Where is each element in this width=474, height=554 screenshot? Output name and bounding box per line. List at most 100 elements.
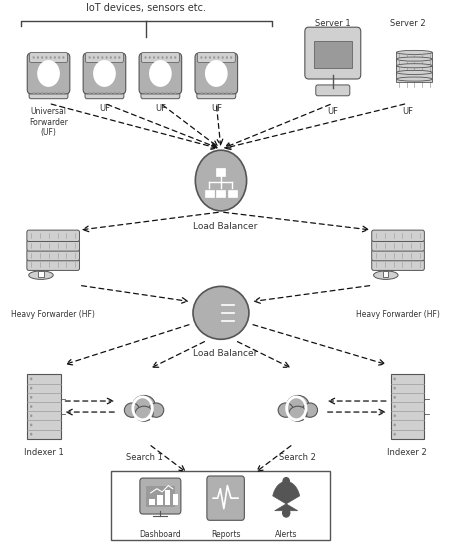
Circle shape: [166, 56, 168, 59]
FancyBboxPatch shape: [305, 27, 361, 79]
FancyBboxPatch shape: [38, 271, 44, 277]
Circle shape: [93, 92, 95, 94]
Circle shape: [166, 92, 168, 94]
Circle shape: [393, 396, 396, 399]
Circle shape: [209, 56, 211, 59]
Circle shape: [174, 92, 176, 94]
Circle shape: [157, 56, 159, 59]
Circle shape: [230, 56, 232, 59]
Ellipse shape: [302, 403, 318, 417]
Circle shape: [393, 405, 396, 408]
Ellipse shape: [133, 396, 155, 414]
FancyBboxPatch shape: [207, 476, 245, 520]
Ellipse shape: [287, 396, 309, 414]
Circle shape: [393, 414, 396, 417]
Text: Heavy Forwarder (HF): Heavy Forwarder (HF): [356, 310, 440, 319]
Circle shape: [46, 56, 47, 59]
Text: Server 1: Server 1: [315, 19, 351, 28]
Circle shape: [393, 377, 396, 381]
Bar: [27, 375, 61, 439]
Circle shape: [54, 92, 56, 94]
Ellipse shape: [289, 406, 307, 421]
Text: UF: UF: [99, 105, 110, 114]
FancyBboxPatch shape: [141, 88, 180, 99]
Text: UF: UF: [211, 105, 222, 114]
Bar: [157, 495, 163, 505]
Circle shape: [149, 56, 151, 59]
Circle shape: [41, 56, 43, 59]
Circle shape: [97, 56, 99, 59]
Circle shape: [50, 92, 52, 94]
FancyBboxPatch shape: [27, 259, 80, 270]
Circle shape: [218, 92, 219, 94]
Circle shape: [145, 56, 146, 59]
Circle shape: [110, 56, 112, 59]
Circle shape: [213, 56, 215, 59]
Circle shape: [170, 56, 172, 59]
FancyBboxPatch shape: [139, 53, 182, 94]
Text: Load Balancer: Load Balancer: [193, 222, 258, 231]
Circle shape: [110, 92, 112, 94]
Circle shape: [33, 92, 35, 94]
FancyBboxPatch shape: [197, 53, 235, 63]
Circle shape: [393, 433, 396, 435]
Circle shape: [162, 56, 164, 59]
Circle shape: [283, 509, 290, 517]
FancyBboxPatch shape: [217, 168, 226, 176]
Bar: [396, 73, 432, 81]
Circle shape: [393, 387, 396, 389]
Bar: [314, 41, 352, 68]
Circle shape: [170, 92, 172, 94]
FancyBboxPatch shape: [27, 53, 70, 94]
Circle shape: [30, 414, 32, 417]
Circle shape: [153, 92, 155, 94]
Circle shape: [205, 56, 207, 59]
Circle shape: [201, 56, 202, 59]
Circle shape: [106, 56, 108, 59]
Ellipse shape: [124, 403, 139, 417]
Ellipse shape: [396, 50, 432, 54]
Circle shape: [93, 56, 95, 59]
FancyBboxPatch shape: [85, 88, 124, 99]
Ellipse shape: [396, 57, 432, 61]
Circle shape: [58, 56, 60, 59]
Circle shape: [30, 423, 32, 427]
Ellipse shape: [278, 403, 293, 417]
Circle shape: [97, 92, 99, 94]
Circle shape: [33, 56, 35, 59]
Circle shape: [153, 56, 155, 59]
Text: Dashboard: Dashboard: [139, 530, 181, 539]
Ellipse shape: [374, 271, 398, 279]
Circle shape: [46, 92, 47, 94]
Circle shape: [174, 56, 176, 59]
Bar: [146, 486, 174, 506]
FancyBboxPatch shape: [383, 271, 388, 277]
Bar: [149, 499, 155, 505]
Circle shape: [195, 150, 246, 211]
Text: UF: UF: [328, 107, 338, 116]
FancyBboxPatch shape: [29, 88, 68, 99]
Circle shape: [30, 405, 32, 408]
FancyBboxPatch shape: [111, 471, 330, 540]
Ellipse shape: [396, 77, 432, 81]
Ellipse shape: [396, 70, 432, 74]
Circle shape: [30, 433, 32, 435]
Text: UF: UF: [402, 107, 413, 116]
Circle shape: [106, 92, 108, 94]
Circle shape: [114, 92, 116, 94]
FancyBboxPatch shape: [228, 189, 237, 197]
FancyBboxPatch shape: [205, 189, 214, 197]
Ellipse shape: [29, 271, 53, 279]
Circle shape: [205, 92, 207, 94]
Circle shape: [162, 92, 164, 94]
Text: Heavy Forwarder (HF): Heavy Forwarder (HF): [11, 310, 95, 319]
Circle shape: [37, 92, 39, 94]
FancyBboxPatch shape: [217, 189, 226, 197]
Circle shape: [62, 56, 64, 59]
Circle shape: [393, 423, 396, 427]
FancyBboxPatch shape: [195, 53, 237, 94]
Ellipse shape: [135, 406, 153, 421]
Circle shape: [101, 56, 103, 59]
FancyBboxPatch shape: [83, 53, 126, 94]
Circle shape: [118, 92, 120, 94]
